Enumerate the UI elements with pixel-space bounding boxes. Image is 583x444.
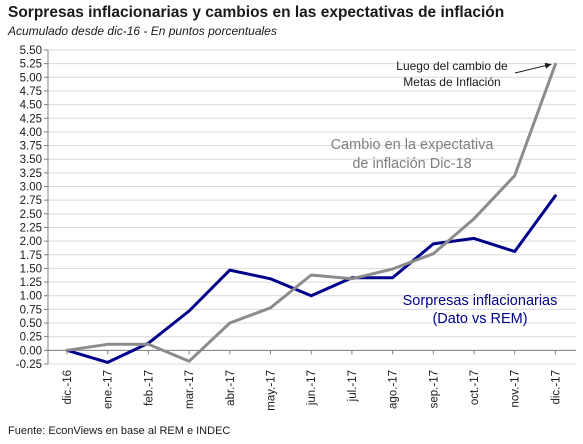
y-tick-label: 0.25 <box>20 332 42 344</box>
expectativa-label-line2: de inflación Dic-18 <box>352 156 471 172</box>
x-tick-label: abr.-17 <box>225 370 237 406</box>
y-tick-label: 5.50 <box>20 45 42 57</box>
x-tick-label: oct.-17 <box>469 370 481 405</box>
x-tick-label: jul.-17 <box>347 370 359 402</box>
y-tick-label: 3.00 <box>20 182 42 194</box>
x-tick-label: may.-17 <box>266 370 278 411</box>
arrow-head <box>544 62 552 69</box>
sorpresas-label-line2: (Dato vs REM) <box>432 311 527 327</box>
y-tick-label: 3.50 <box>20 154 42 166</box>
series-line-sorpresas <box>65 194 557 364</box>
sorpresas-label-line1: Sorpresas inflacionarias <box>403 293 558 309</box>
y-tick-label: 5.25 <box>20 59 42 71</box>
chart-source: Fuente: EconViews en base al REM e INDEC <box>8 425 231 437</box>
y-tick-label: 4.25 <box>20 113 42 125</box>
y-tick-label: 2.00 <box>20 236 42 248</box>
y-tick-label: 2.75 <box>20 195 42 207</box>
x-tick-label: feb.-17 <box>143 370 155 406</box>
y-tick-label: 4.00 <box>20 127 42 139</box>
x-tick-label: dic.-16 <box>62 370 74 405</box>
y-tick-label: 3.25 <box>20 168 42 180</box>
x-tick-label: jun.-17 <box>306 370 318 406</box>
y-tick-label: 1.75 <box>20 250 42 262</box>
x-axis-ticks: dic.-16 ene.-17 feb.-17 mar.-17 abr.-17 may.-… <box>62 350 562 411</box>
annotations: Cambio en la expectativa de inflación Dic… <box>331 59 558 327</box>
expectativa-label-line1: Cambio en la expectativa <box>331 137 495 153</box>
y-tick-label: 4.75 <box>20 86 42 98</box>
chart-subtitle: Acumulado desde dic-16 - En puntos porce… <box>8 24 277 38</box>
y-tick-label: 4.50 <box>20 100 42 112</box>
y-tick-label: 1.25 <box>20 277 42 289</box>
x-tick-label: mar.-17 <box>184 370 196 409</box>
y-axis-ticks: -0.25 0.000.25 0.50 0.751.00 1.25 1.501.75 2.0… <box>16 45 48 371</box>
y-tick-label: 3.75 <box>20 141 42 153</box>
y-tick-label: 0.50 <box>20 318 42 330</box>
x-tick-label: ago.-17 <box>388 370 400 409</box>
x-tick-label: sep.-17 <box>428 370 440 408</box>
chart-title: Sorpresas inflacionarias y cambios en la… <box>8 4 505 21</box>
x-tick-label: ene.-17 <box>103 370 115 409</box>
metas-note-line2: Metas de Inflación <box>403 75 500 89</box>
y-tick-label: 1.00 <box>20 291 42 303</box>
x-tick-label: dic.-17 <box>550 370 562 405</box>
y-tick-label: 2.50 <box>20 209 42 221</box>
x-tick-label: nov.-17 <box>510 370 522 408</box>
series-lines <box>65 62 557 364</box>
y-tick-label: 0.00 <box>20 345 42 357</box>
y-tick-label: 1.50 <box>20 263 42 275</box>
y-tick-label: 0.75 <box>20 304 42 316</box>
series-line-expectativa <box>65 62 557 363</box>
y-tick-label: 5.00 <box>20 72 42 84</box>
y-tick-label: -0.25 <box>16 359 42 371</box>
metas-note-line1: Luego del cambio de <box>396 59 508 73</box>
y-tick-label: 2.25 <box>20 222 42 234</box>
